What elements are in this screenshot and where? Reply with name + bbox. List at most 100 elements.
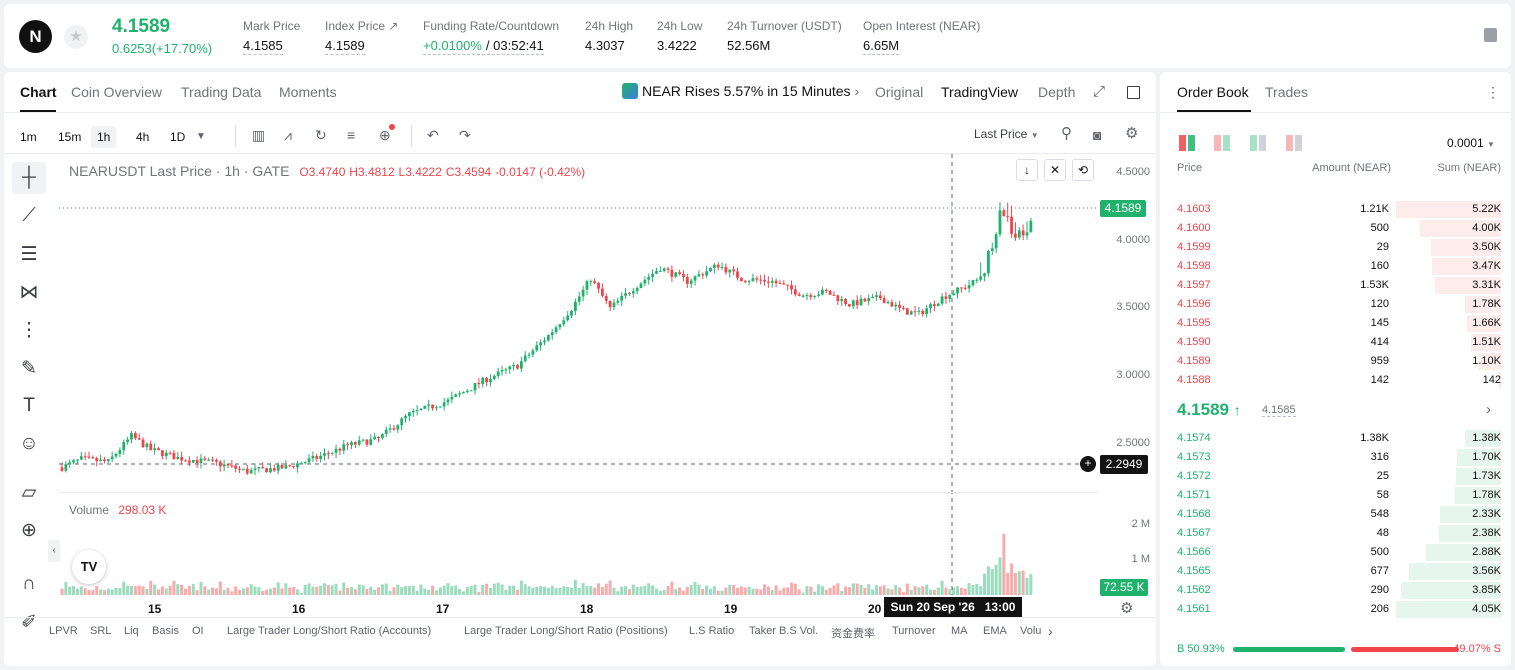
brush-tool-icon[interactable]: ✎ (21, 357, 37, 379)
layout-both-icon[interactable] (1179, 135, 1195, 151)
indicator-tab[interactable]: LPVR (49, 625, 78, 637)
crosshair-add-icon[interactable]: + (1080, 456, 1096, 472)
notebook-icon[interactable] (1484, 28, 1497, 42)
bid-row[interactable]: 4.1566 500 2.88K (1160, 543, 1511, 562)
window-icon[interactable] (1127, 86, 1140, 99)
ask-row[interactable]: 4.1588 142 142 (1160, 371, 1511, 390)
indicator-icon[interactable]: ⩘ (284, 127, 292, 143)
ask-row[interactable]: 4.1600 500 4.00K (1160, 219, 1511, 238)
candles-icon[interactable]: ▥ (252, 127, 266, 143)
scroll-down-icon[interactable]: ↓ (1016, 159, 1038, 181)
indicator-tab[interactable]: EMA (983, 625, 1007, 637)
order-amount: 500 (1370, 222, 1389, 234)
more-menu-icon[interactable]: ⋮ (1486, 84, 1500, 100)
candle-body (184, 460, 187, 462)
bid-row[interactable]: 4.1571 58 1.78K (1160, 486, 1511, 505)
timeframe-15m[interactable]: 15m (58, 130, 82, 144)
layout-split-icon[interactable] (1214, 135, 1230, 151)
tab-coin-overview[interactable]: Coin Overview (71, 84, 163, 100)
candle-body (253, 468, 257, 470)
chevron-right-icon[interactable]: › (1486, 401, 1491, 418)
settings-gear-icon[interactable]: ⚙ (1125, 125, 1139, 142)
text-tool-icon[interactable]: T (23, 395, 35, 416)
bid-row[interactable]: 4.1572 25 1.73K (1160, 467, 1511, 486)
layout-bids-icon[interactable] (1250, 135, 1266, 151)
chevron-right-icon[interactable]: › (1048, 623, 1053, 639)
collapse-icon[interactable]: ✕ (1044, 159, 1066, 181)
bid-row[interactable]: 4.1567 48 2.38K (1160, 524, 1511, 543)
indicator-tab[interactable]: 资金费率 (831, 628, 875, 640)
ask-row[interactable]: 4.1597 1.53K 3.31K (1160, 276, 1511, 295)
autoscale-icon[interactable]: ⟲ (1072, 159, 1094, 181)
ask-row[interactable]: 4.1598 160 3.47K (1160, 257, 1511, 276)
collapse-toolbar-icon[interactable]: ‹ (48, 540, 60, 562)
pattern-tool-icon[interactable]: ⋈ (19, 281, 39, 303)
indicator-tab[interactable]: Liq (124, 625, 139, 637)
volume-bar (1029, 574, 1033, 595)
ask-row[interactable]: 4.1599 29 3.50K (1160, 238, 1511, 257)
indicator-tab[interactable]: Volu (1020, 625, 1042, 637)
bid-row[interactable]: 4.1562 290 3.85K (1160, 581, 1511, 600)
ruler-tool-icon[interactable]: ▱ (21, 481, 37, 503)
redo-icon[interactable]: ↷ (459, 127, 471, 143)
zoom-in-tool-icon[interactable]: ⊕ (21, 519, 37, 541)
settings-circle-icon[interactable]: ⚙ (1120, 600, 1134, 617)
tab-order-book[interactable]: Order Book (1177, 84, 1249, 100)
timeframe-1D[interactable]: 1D (170, 130, 186, 144)
bid-row[interactable]: 4.1574 1.38K 1.38K (1160, 429, 1511, 448)
view-depth[interactable]: Depth (1038, 84, 1076, 100)
emoji-tool-icon[interactable]: ☺ (19, 433, 39, 454)
tab-trading-data[interactable]: Trading Data (181, 84, 262, 100)
indicator-tab[interactable]: SRL (90, 625, 112, 637)
layout-asks-icon[interactable] (1286, 135, 1302, 151)
candle-body (655, 271, 658, 274)
fib-tool-icon[interactable]: ☰ (20, 243, 38, 265)
magnet-tool-icon[interactable]: ∩ (22, 573, 36, 594)
bid-row[interactable]: 4.1568 548 2.33K (1160, 505, 1511, 524)
bid-row[interactable]: 4.1573 316 1.70K (1160, 448, 1511, 467)
chevron-down-icon[interactable]: ▼ (196, 131, 206, 142)
price-source-select[interactable]: Last Price ▼ (974, 127, 1039, 141)
tab-moments[interactable]: Moments (279, 84, 337, 100)
volume-bar (442, 585, 446, 595)
view-tradingview[interactable]: TradingView (941, 84, 1019, 100)
candlestick-chart[interactable] (4, 72, 1156, 666)
favorite-star-icon[interactable]: ★ (64, 25, 88, 49)
ask-row[interactable]: 4.1590 414 1.51K (1160, 333, 1511, 352)
order-amount: 1.53K (1360, 279, 1389, 291)
ask-row[interactable]: 4.1596 120 1.78K (1160, 295, 1511, 314)
crosshair-tool-icon[interactable]: ┼ (12, 162, 46, 194)
projection-tool-icon[interactable]: ⋮ (19, 319, 39, 341)
timeframe-4h[interactable]: 4h (136, 130, 150, 144)
tab-trades[interactable]: Trades (1265, 84, 1309, 100)
indicator-tab[interactable]: MA (951, 625, 968, 637)
ask-row[interactable]: 4.1589 959 1.10K (1160, 352, 1511, 371)
bid-row[interactable]: 4.1565 677 3.56K (1160, 562, 1511, 581)
tab-chart[interactable]: Chart (20, 84, 57, 100)
stat-value: 4.1585 (243, 38, 283, 55)
indicator-tab[interactable]: L.S Ratio (689, 625, 735, 637)
ask-row[interactable]: 4.1595 145 1.66K (1160, 314, 1511, 333)
indicator-tab[interactable]: Large Trader Long/Short Ratio (Accounts) (227, 625, 432, 637)
indicator-tab[interactable]: Taker B.S Vol. (749, 625, 819, 637)
indicator-tab[interactable]: Basis (152, 625, 179, 637)
bid-row[interactable]: 4.1561 206 4.05K (1160, 600, 1511, 619)
indicator-tab[interactable]: OI (192, 625, 204, 637)
ask-row[interactable]: 4.1603 1.21K 5.22K (1160, 200, 1511, 219)
precision-select[interactable]: 0.0001 ▼ (1447, 136, 1495, 150)
search-icon[interactable]: ⚲ (1061, 125, 1072, 142)
camera-icon[interactable]: ◙ (1093, 127, 1102, 143)
timeframe-1h[interactable]: 1h (91, 126, 117, 148)
trendline-tool-icon[interactable]: ⟋ (22, 205, 36, 226)
replay-icon[interactable]: ↻ (315, 127, 327, 143)
indicator-tab[interactable]: Turnover (892, 625, 936, 637)
pencil-lock-tool-icon[interactable]: ✐ (21, 611, 37, 633)
add-indicator-icon[interactable]: ⊕ (379, 124, 395, 143)
template-icon[interactable]: ≡ (347, 127, 356, 143)
undo-icon[interactable]: ↶ (427, 127, 439, 143)
timeframe-1m[interactable]: 1m (20, 130, 37, 144)
view-original[interactable]: Original (875, 84, 924, 100)
news-banner[interactable]: NEAR Rises 5.57% in 15 Minutes › (622, 83, 859, 99)
fullscreen-icon[interactable]: ⤢ (1093, 83, 1106, 100)
indicator-tab[interactable]: Large Trader Long/Short Ratio (Positions… (464, 625, 668, 637)
